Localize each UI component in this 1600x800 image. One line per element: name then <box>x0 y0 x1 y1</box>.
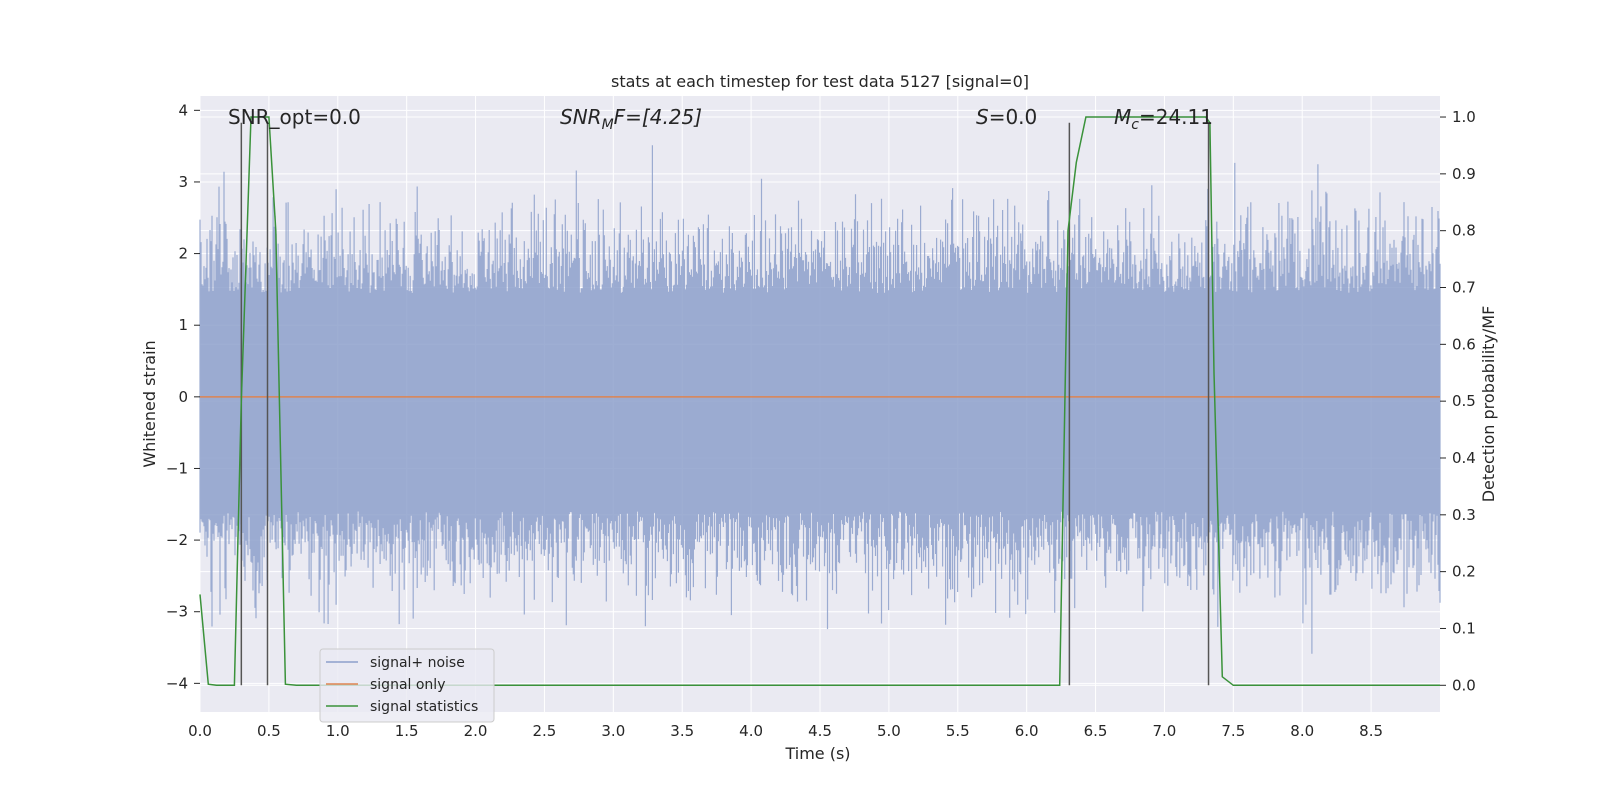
x-tick-label: 3.0 <box>601 722 625 740</box>
right-y-tick-label: 0.4 <box>1452 449 1476 467</box>
legend: signal+ noise signal only signal statist… <box>319 648 495 723</box>
mc-variable: M <box>1114 105 1131 129</box>
left-y-tick-label: 4 <box>178 101 188 119</box>
mc-rest: =24.11 <box>1139 105 1213 129</box>
legend-label-signal-statistics: signal statistics <box>370 699 478 715</box>
left-y-tick-label: 0 <box>178 388 188 406</box>
x-tick-label: 8.5 <box>1359 722 1383 740</box>
right-y-tick-label: 0.0 <box>1452 676 1476 694</box>
x-tick-label: 4.5 <box>808 722 832 740</box>
annotation-snr-mf: SNRMF=[4.25] <box>560 105 702 133</box>
s-variable: S <box>976 105 989 129</box>
right-y-tick-label: 1.0 <box>1452 108 1476 126</box>
snr-mf-subscript: M <box>602 117 614 133</box>
snr-mf-rest: F=[4.25] <box>614 105 702 129</box>
left-y-tick-label: −2 <box>166 531 188 549</box>
right-y-axis-label: Detection probability/MF <box>1479 306 1498 503</box>
x-tick-label: 5.0 <box>877 722 901 740</box>
x-tick-label: 8.0 <box>1290 722 1314 740</box>
legend-label-signal-only: signal only <box>370 677 445 693</box>
x-tick-label: 6.5 <box>1084 722 1108 740</box>
left-y-axis-label: Whitened strain <box>140 340 159 467</box>
right-y-tick-labels: 0.0 0.1 0.2 0.3 0.4 0.5 0.6 0.7 0.8 0.9 1.0 <box>1440 108 1476 694</box>
mc-subscript: c <box>1131 117 1139 133</box>
x-tick-label: 7.5 <box>1221 722 1245 740</box>
left-y-tick-label: 1 <box>178 316 188 334</box>
x-tick-label: 7.0 <box>1153 722 1177 740</box>
left-y-tick-label: −4 <box>166 674 188 692</box>
x-tick-label: 2.0 <box>464 722 488 740</box>
right-y-tick-label: 0.6 <box>1452 335 1476 353</box>
x-tick-label: 1.5 <box>395 722 419 740</box>
left-y-tick-label: 2 <box>178 245 188 263</box>
legend-box <box>319 648 495 723</box>
annotation-s: S=0.0 <box>976 105 1037 129</box>
right-y-tick-label: 0.5 <box>1452 392 1476 410</box>
x-tick-label: 2.5 <box>533 722 557 740</box>
noise-trace <box>199 145 1441 654</box>
left-y-tick-label: −3 <box>166 603 188 621</box>
x-tick-label: 3.5 <box>670 722 694 740</box>
series-signal-statistics <box>199 116 1440 687</box>
right-y-tick-label: 0.2 <box>1452 563 1476 581</box>
x-tick-label: 1.0 <box>326 722 350 740</box>
x-tick-label: 0.5 <box>257 722 281 740</box>
x-tick-label: 6.0 <box>1015 722 1039 740</box>
right-y-tick-label: 0.1 <box>1452 619 1476 637</box>
right-y-tick-label: 0.8 <box>1452 222 1476 240</box>
left-y-tick-label: 3 <box>178 173 188 191</box>
annotation-mc: Mc=24.11 <box>1114 105 1213 133</box>
legend-label-signal-plus-noise: signal+ noise <box>370 655 465 671</box>
right-y-tick-label: 0.3 <box>1452 506 1476 524</box>
s-rest: =0.0 <box>989 105 1038 129</box>
annotation-snr-opt: SNR_opt=0.0 <box>228 105 361 129</box>
x-axis-label: Time (s) <box>784 744 850 763</box>
left-y-tick-labels: −4 −3 −2 −1 0 1 2 3 4 <box>166 101 200 692</box>
chart-title: stats at each timestep for test data 512… <box>611 72 1029 91</box>
series-signal-plus-noise <box>199 145 1441 654</box>
right-y-tick-label: 0.7 <box>1452 279 1476 297</box>
x-tick-label: 0.0 <box>188 722 212 740</box>
snr-mf-variable: SNR <box>560 105 602 129</box>
x-tick-label: 5.5 <box>946 722 970 740</box>
left-y-tick-label: −1 <box>166 459 188 477</box>
right-y-tick-label: 0.9 <box>1452 165 1476 183</box>
x-tick-label: 4.0 <box>739 722 763 740</box>
x-tick-labels: 0.0 0.5 1.0 1.5 2.0 2.5 3.0 3.5 4.0 4.5 5.0 5.5 6.0 6… <box>188 722 1383 740</box>
